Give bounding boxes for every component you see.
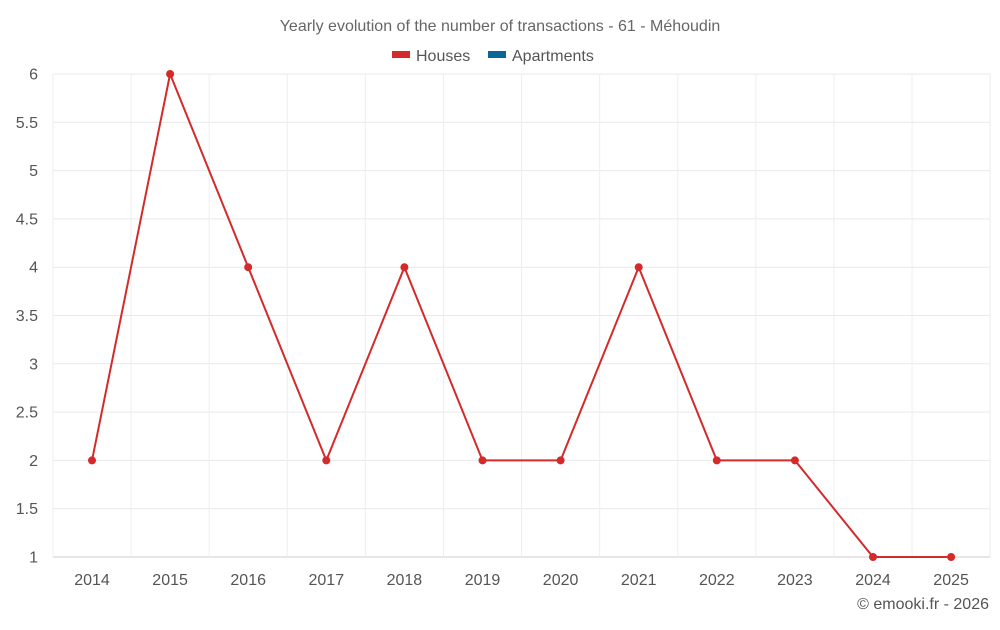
legend-item-houses[interactable]: Houses — [392, 48, 470, 65]
data-point[interactable] — [790, 456, 799, 465]
data-point[interactable] — [634, 263, 643, 272]
data-point[interactable] — [88, 456, 96, 465]
x-axis: 2014 2015 2016 2017 2018 2019 2020 2021 2022 2023… — [74, 572, 969, 589]
x-tick-label: 2022 — [699, 572, 735, 589]
series-line-houses — [91, 73, 952, 558]
x-tick-label: 2018 — [387, 572, 423, 589]
series-layer — [88, 70, 956, 561]
legend-label-houses: Houses — [416, 48, 470, 65]
data-point[interactable] — [556, 456, 565, 465]
data-point[interactable] — [244, 263, 253, 272]
y-tick-label: 1.5 — [16, 501, 38, 518]
y-tick-label: 2 — [29, 453, 38, 470]
x-tick-label: 2024 — [855, 572, 891, 589]
x-tick-label: 2023 — [777, 572, 813, 589]
x-tick-label: 2025 — [933, 572, 969, 589]
x-tick-label: 2014 — [74, 572, 110, 589]
legend-item-apartments[interactable]: Apartments — [488, 48, 594, 65]
data-point[interactable] — [400, 263, 409, 272]
legend-swatch-apartments — [488, 51, 506, 58]
x-tick-label: 2019 — [465, 572, 501, 589]
y-tick-label: 4 — [29, 260, 38, 277]
data-point[interactable] — [869, 553, 877, 561]
legend: Houses Apartments — [392, 48, 594, 65]
y-tick-label: 5 — [29, 163, 38, 180]
data-point[interactable] — [322, 456, 331, 465]
data-point[interactable] — [712, 456, 721, 465]
legend-swatch-houses — [392, 51, 410, 58]
y-tick-label: 1 — [29, 550, 38, 567]
x-tick-label: 2016 — [230, 572, 266, 589]
data-point[interactable] — [166, 70, 175, 78]
y-tick-label: 3 — [29, 356, 38, 373]
y-tick-label: 2.5 — [16, 405, 38, 422]
y-tick-label: 6 — [29, 67, 38, 84]
x-tick-label: 2015 — [152, 572, 188, 589]
x-tick-label: 2017 — [309, 572, 345, 589]
grid — [52, 73, 991, 558]
footer-credit: © emooki.fr - 2026 — [857, 596, 989, 613]
chart-title: Yearly evolution of the number of transa… — [280, 18, 721, 35]
y-tick-label: 3.5 — [16, 308, 38, 325]
y-tick-label: 5.5 — [16, 115, 38, 132]
y-axis: 1 1.5 2 2.5 3 3.5 4 4.5 5 5.5 6 — [16, 67, 38, 567]
x-tick-label: 2021 — [621, 572, 657, 589]
data-point[interactable] — [947, 553, 956, 561]
x-tick-label: 2020 — [543, 572, 579, 589]
legend-label-apartments: Apartments — [512, 48, 594, 65]
y-tick-label: 4.5 — [16, 211, 38, 228]
data-point[interactable] — [478, 456, 487, 465]
